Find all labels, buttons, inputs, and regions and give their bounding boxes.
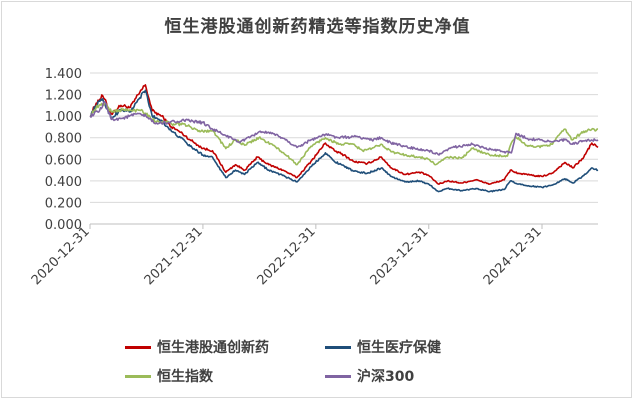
legend-swatch xyxy=(125,345,151,349)
y-tick-label: 0.600 xyxy=(45,153,82,168)
legend-item: 恒生医疗保健 xyxy=(325,337,441,357)
y-axis-tick-labels: 0.000 0.200 0.400 0.600 0.800 1.000 1.200 1.400 xyxy=(45,67,82,233)
x-tick-label: 2022-12-31 xyxy=(255,224,319,288)
y-tick-label: 0.000 xyxy=(45,218,82,233)
legend-swatch xyxy=(125,374,151,378)
series-line xyxy=(89,101,599,156)
x-axis xyxy=(89,223,598,229)
x-tick-label: 2024-12-31 xyxy=(481,224,545,288)
legend-label: 恒生医疗保健 xyxy=(357,340,441,356)
legend-item: 恒生港股通创新药 xyxy=(125,337,269,357)
series-line xyxy=(89,102,599,166)
y-tick-label: 0.200 xyxy=(45,196,82,211)
series-line xyxy=(89,89,599,193)
grid-lines xyxy=(90,72,598,203)
series-lines xyxy=(89,84,599,193)
x-tick-label: 2020-12-31 xyxy=(29,224,93,288)
y-tick-label: 0.400 xyxy=(45,175,82,190)
x-tick-label: 2021-12-31 xyxy=(142,224,206,288)
legend-label: 恒生指数 xyxy=(157,369,213,385)
x-axis-tick-labels: 2020-12-31 2021-12-31 2022-12-31 2023-12-31… xyxy=(29,224,545,288)
y-tick-label: 1.000 xyxy=(45,110,82,125)
y-tick-label: 1.400 xyxy=(45,67,82,82)
y-tick-label: 0.800 xyxy=(45,132,82,147)
legend-swatch xyxy=(325,374,351,378)
legend-label: 恒生港股通创新药 xyxy=(157,340,269,356)
legend-item: 沪深300 xyxy=(325,366,414,386)
legend-label: 沪深300 xyxy=(357,369,415,385)
x-tick-label: 2023-12-31 xyxy=(368,224,432,288)
y-tick-label: 1.200 xyxy=(45,89,82,104)
series-line xyxy=(89,84,599,185)
chart-title: 恒生港股通创新药精选等指数历史净值 xyxy=(164,17,471,37)
legend-swatch xyxy=(325,345,351,349)
legend-item: 恒生指数 xyxy=(125,366,213,386)
